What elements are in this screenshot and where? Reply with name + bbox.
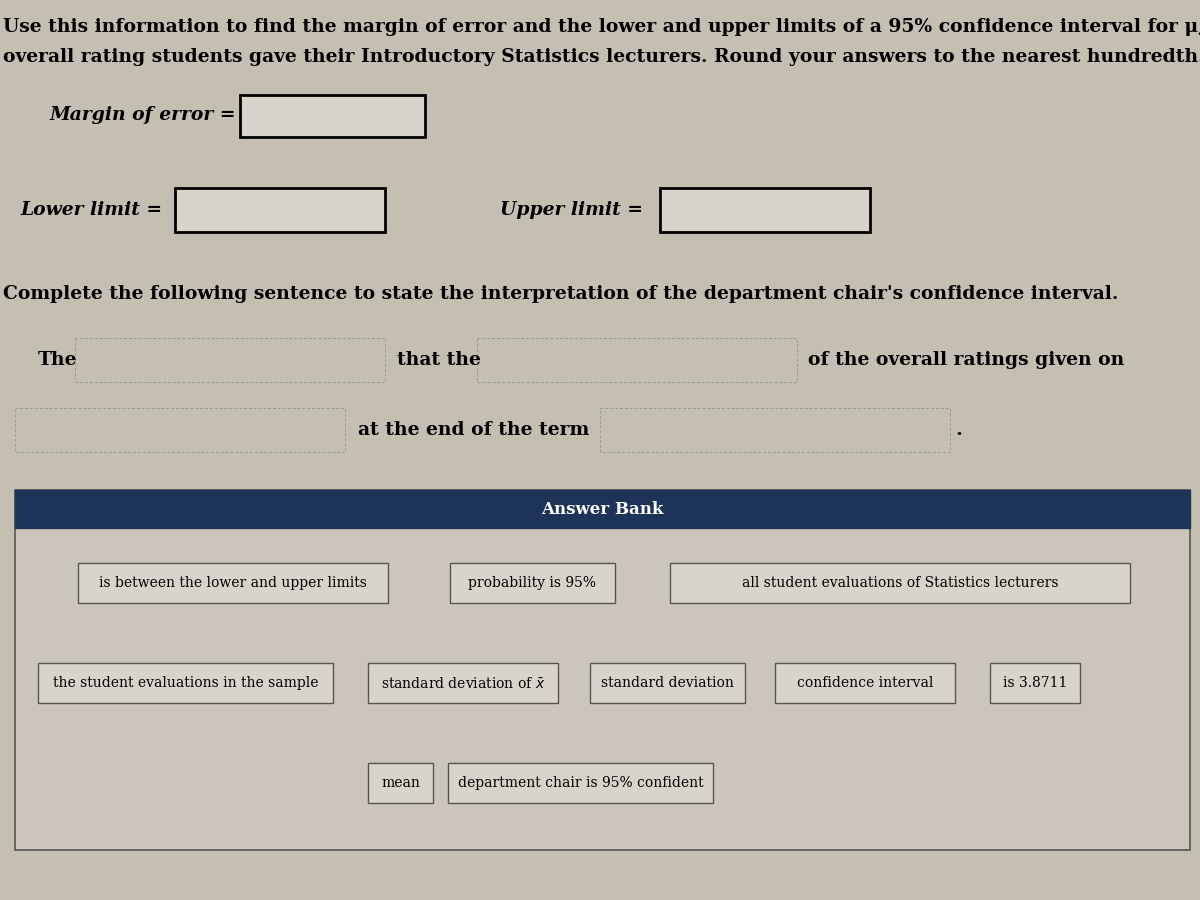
Text: standard deviation of $\bar{x}$: standard deviation of $\bar{x}$	[380, 676, 545, 690]
Text: overall rating students gave their Introductory Statistics lecturers. Round your: overall rating students gave their Intro…	[2, 48, 1200, 66]
FancyBboxPatch shape	[78, 563, 388, 603]
FancyBboxPatch shape	[590, 663, 745, 703]
FancyBboxPatch shape	[240, 95, 425, 137]
Text: probability is 95%: probability is 95%	[468, 576, 596, 590]
Text: is 3.8711: is 3.8711	[1003, 676, 1067, 690]
Text: Complete the following sentence to state the interpretation of the department ch: Complete the following sentence to state…	[2, 285, 1118, 303]
Text: of the overall ratings given on: of the overall ratings given on	[808, 351, 1124, 369]
Text: that the: that the	[397, 351, 481, 369]
FancyBboxPatch shape	[368, 763, 433, 803]
FancyBboxPatch shape	[175, 188, 385, 232]
FancyBboxPatch shape	[775, 663, 955, 703]
FancyBboxPatch shape	[660, 188, 870, 232]
FancyBboxPatch shape	[368, 663, 558, 703]
Text: standard deviation: standard deviation	[601, 676, 734, 690]
FancyBboxPatch shape	[450, 563, 616, 603]
FancyBboxPatch shape	[74, 338, 385, 382]
FancyBboxPatch shape	[670, 563, 1130, 603]
FancyBboxPatch shape	[14, 490, 1190, 850]
Text: department chair is 95% confident: department chair is 95% confident	[457, 776, 703, 790]
FancyBboxPatch shape	[14, 490, 1190, 528]
Text: mean: mean	[382, 776, 420, 790]
Text: The: The	[38, 351, 78, 369]
FancyBboxPatch shape	[990, 663, 1080, 703]
Text: is between the lower and upper limits: is between the lower and upper limits	[100, 576, 367, 590]
Text: confidence interval: confidence interval	[797, 676, 934, 690]
Text: Margin of error =: Margin of error =	[50, 106, 236, 124]
Text: at the end of the term: at the end of the term	[358, 421, 589, 439]
Text: Upper limit =: Upper limit =	[500, 201, 643, 219]
Text: the student evaluations in the sample: the student evaluations in the sample	[53, 676, 318, 690]
Text: .: .	[955, 421, 962, 439]
FancyBboxPatch shape	[38, 663, 334, 703]
FancyBboxPatch shape	[478, 338, 797, 382]
Text: all student evaluations of Statistics lecturers: all student evaluations of Statistics le…	[742, 576, 1058, 590]
Text: Use this information to find the margin of error and the lower and upper limits : Use this information to find the margin …	[2, 18, 1200, 36]
Text: Answer Bank: Answer Bank	[541, 500, 664, 518]
FancyBboxPatch shape	[448, 763, 713, 803]
FancyBboxPatch shape	[14, 408, 346, 452]
FancyBboxPatch shape	[600, 408, 950, 452]
Text: Lower limit =: Lower limit =	[20, 201, 162, 219]
